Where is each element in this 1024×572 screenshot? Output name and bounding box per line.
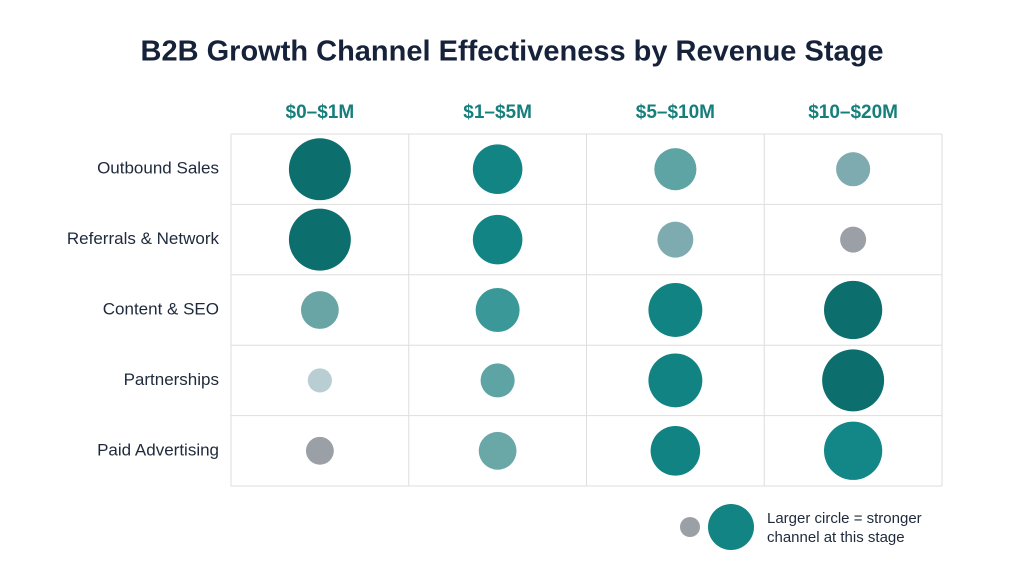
bubble [305, 436, 334, 465]
bubble [654, 148, 697, 191]
chart-title: B2B Growth Channel Effectiveness by Reve… [141, 36, 884, 68]
bubble [300, 291, 339, 329]
column-header: $10–$20M [808, 102, 898, 123]
bubble [836, 152, 871, 187]
legend-text: Larger circle = stronger channel at this… [767, 510, 922, 546]
row-label: Outbound Sales [97, 159, 219, 178]
row-label: Content & SEO [103, 299, 219, 318]
bubble [648, 283, 703, 337]
bubble [822, 349, 885, 412]
bubble [288, 138, 351, 201]
row-label: Paid Advertising [97, 440, 219, 459]
legend-small-circle [680, 517, 700, 537]
bubble [472, 214, 523, 265]
bubble [307, 368, 332, 393]
column-header: $5–$10M [636, 102, 715, 123]
bubble [824, 280, 883, 340]
bubble [657, 221, 694, 258]
bubble [478, 431, 517, 470]
bubble [824, 421, 883, 480]
column-header: $0–$1M [286, 102, 355, 123]
row-label: Partnerships [124, 370, 219, 389]
bubble [475, 288, 520, 332]
bubble [480, 363, 515, 398]
bubble [650, 426, 701, 476]
legend-large-circle [708, 504, 754, 550]
row-label: Referrals & Network [67, 229, 220, 248]
bubble [648, 353, 703, 408]
bubble [288, 208, 351, 271]
bubble [840, 226, 867, 253]
column-header: $1–$5M [463, 102, 532, 123]
bubble [472, 144, 523, 194]
